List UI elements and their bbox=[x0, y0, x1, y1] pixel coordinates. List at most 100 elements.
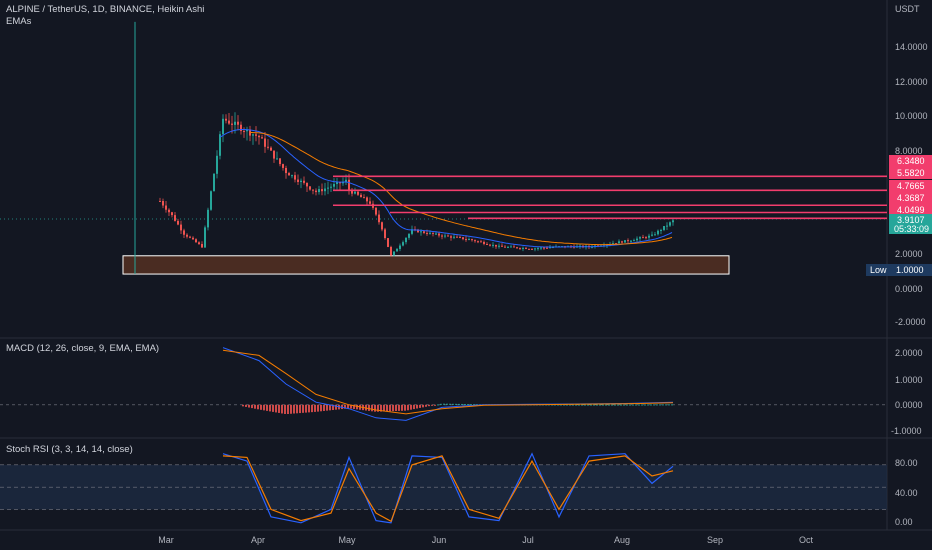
macd-histogram-bar bbox=[449, 403, 451, 405]
macd-histogram-bar bbox=[563, 404, 565, 406]
candle-body bbox=[297, 179, 299, 182]
stoch-label[interactable]: Stoch RSI (3, 3, 14, 14, close) bbox=[6, 444, 133, 455]
macd-histogram-bar bbox=[614, 404, 616, 406]
candle-body bbox=[390, 246, 392, 256]
ema-indicator-label[interactable]: EMAs bbox=[6, 16, 32, 27]
candle-body bbox=[591, 246, 593, 248]
candle-body bbox=[426, 232, 428, 234]
stoch-axis[interactable]: 80.00 40.00 0.00 bbox=[895, 458, 918, 527]
main-price-axis[interactable]: USDT 14.0000 12.0000 10.0000 8.0000 2.00… bbox=[895, 4, 928, 327]
candle-body bbox=[183, 230, 185, 235]
candle-body bbox=[276, 158, 278, 160]
macd-histogram-bar bbox=[638, 404, 640, 406]
ema-slow-line bbox=[250, 132, 673, 246]
candle-body bbox=[357, 191, 359, 195]
resistance-lines[interactable] bbox=[333, 175, 887, 220]
candle-body bbox=[222, 118, 224, 135]
macd-histogram-bar bbox=[662, 404, 664, 406]
candle-body bbox=[300, 180, 302, 182]
low-label: Low bbox=[870, 265, 887, 275]
candle-body bbox=[378, 214, 380, 223]
candle-body bbox=[189, 236, 191, 238]
stoch-legend[interactable]: Stoch RSI (3, 3, 14, 14, close) bbox=[6, 444, 133, 456]
candle-body bbox=[444, 235, 446, 237]
main-legend[interactable]: ALPINE / TetherUS, 1D, BINANCE, Heikin A… bbox=[6, 4, 204, 28]
candle-body bbox=[435, 233, 437, 235]
price-badge-4-0499: 4.0499 bbox=[897, 205, 925, 215]
macd-plot[interactable] bbox=[0, 347, 887, 421]
macd-histogram-bar bbox=[671, 404, 673, 406]
macd-histogram-bar bbox=[560, 404, 562, 406]
macd-histogram-bar bbox=[575, 404, 577, 406]
macd-histogram-bar bbox=[287, 404, 289, 415]
candle-body bbox=[171, 212, 173, 216]
candle-body bbox=[480, 241, 482, 243]
stoch-d-line bbox=[222, 455, 674, 523]
stoch-k-line bbox=[222, 452, 674, 524]
stoch-tick: 0.00 bbox=[895, 517, 913, 527]
ema-lines[interactable] bbox=[219, 129, 673, 248]
stoch-tick: 40.00 bbox=[895, 488, 918, 498]
time-tick-jul: Jul bbox=[522, 535, 534, 545]
candle-body bbox=[552, 247, 554, 249]
macd-tick: 1.0000 bbox=[895, 375, 923, 385]
macd-histogram-bar bbox=[584, 404, 586, 406]
macd-legend[interactable]: MACD (12, 26, close, 9, EMA, EMA) bbox=[6, 343, 159, 355]
macd-histogram-bar bbox=[281, 404, 283, 414]
candle-body bbox=[441, 235, 443, 237]
candle-body bbox=[510, 246, 512, 248]
time-tick-oct: Oct bbox=[799, 535, 814, 545]
macd-histogram-bar bbox=[647, 404, 649, 406]
price-badges[interactable]: 6.3480 5.5820 4.7665 4.3687 4.0499 3.910… bbox=[866, 155, 932, 276]
macd-histogram-bar bbox=[254, 404, 256, 409]
candle-body bbox=[231, 123, 233, 125]
time-tick-sep: Sep bbox=[707, 535, 723, 545]
support-zone-box[interactable] bbox=[122, 255, 730, 275]
candle-body bbox=[504, 246, 506, 248]
candle-body bbox=[339, 182, 341, 184]
candle-body bbox=[198, 242, 200, 244]
candle-body bbox=[237, 121, 239, 125]
macd-label[interactable]: MACD (12, 26, close, 9, EMA, EMA) bbox=[6, 343, 160, 354]
macd-histogram-bar bbox=[380, 404, 382, 412]
price-badge-4-3687: 4.3687 bbox=[897, 193, 925, 203]
candle-body bbox=[291, 175, 293, 177]
candle-body bbox=[657, 230, 659, 235]
candle-body bbox=[642, 237, 644, 239]
macd-histogram-bar bbox=[656, 404, 658, 406]
candle-body bbox=[540, 247, 542, 249]
candle-body bbox=[336, 182, 338, 185]
time-axis[interactable]: Mar Apr May Jun Jul Aug Sep Oct bbox=[158, 535, 813, 545]
macd-histogram-bar bbox=[347, 404, 349, 409]
time-tick-aug: Aug bbox=[614, 535, 630, 545]
stoch-rsi-plot[interactable] bbox=[0, 452, 887, 524]
price-badge-4-7665: 4.7665 bbox=[897, 181, 925, 191]
candle-body bbox=[201, 243, 203, 248]
macd-histogram-bar bbox=[455, 403, 457, 405]
candle-body bbox=[315, 190, 317, 193]
main-candles[interactable] bbox=[134, 21, 674, 275]
candle-body bbox=[513, 246, 515, 248]
candle-body bbox=[546, 247, 548, 249]
macd-histogram-bar bbox=[392, 404, 394, 412]
candle-body bbox=[492, 244, 494, 246]
symbol-title[interactable]: ALPINE / TetherUS, 1D, BINANCE, Heikin A… bbox=[6, 4, 205, 15]
candle-body bbox=[423, 231, 425, 233]
candle-body bbox=[228, 120, 230, 124]
candle-body bbox=[381, 222, 383, 230]
macd-axis[interactable]: 2.0000 1.0000 0.0000 -1.0000 bbox=[891, 348, 923, 436]
candle-body bbox=[213, 173, 215, 192]
macd-histogram-bar bbox=[260, 404, 262, 410]
candle-body bbox=[333, 184, 335, 187]
macd-histogram-bar bbox=[596, 404, 598, 406]
candle-body bbox=[261, 137, 263, 139]
candle-body bbox=[405, 237, 407, 243]
macd-histogram-bar bbox=[275, 404, 277, 413]
macd-histogram-bar bbox=[305, 404, 307, 413]
macd-histogram-bar bbox=[581, 404, 583, 406]
macd-histogram-bar bbox=[632, 404, 634, 406]
candle-body bbox=[396, 248, 398, 252]
macd-histogram-bar bbox=[473, 404, 475, 406]
